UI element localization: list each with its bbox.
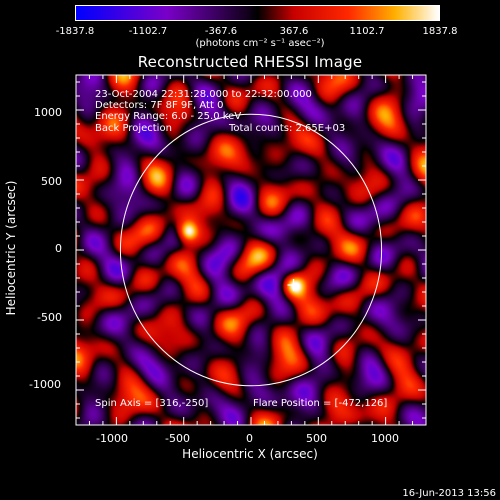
colorbar	[75, 5, 440, 21]
total-counts-label: Total counts: 2.65E+03	[229, 123, 346, 134]
y-tick-label: 0	[55, 242, 62, 255]
chart-title: Reconstructed RHESSI Image	[137, 53, 363, 71]
x-tick-label: -500	[165, 432, 190, 445]
colorbar-tick-label: 1102.7	[349, 26, 385, 37]
spin-axis-label: Spin Axis = [316,-250]	[95, 398, 209, 409]
y-tick-label: -1000	[29, 378, 61, 391]
colorbar-tick-label: -1102.7	[128, 26, 168, 37]
colorbar-units: (photons cm⁻² s⁻¹ asec⁻²)	[195, 38, 325, 49]
colorbar-tick-label: 367.6	[279, 26, 309, 37]
y-axis-label: Heliocentric Y (arcsec)	[4, 180, 18, 316]
time-range-label: 23-Oct-2004 22:31:28.000 to 22:32:00.000	[95, 89, 312, 100]
y-tick-label: -500	[37, 311, 62, 324]
method-label: Back Projection	[95, 123, 172, 134]
x-tick-label: 500	[306, 432, 327, 445]
energy-range-label: Energy Range: 6.0 - 25.0 keV	[95, 111, 242, 122]
heatmap-image	[76, 75, 426, 425]
solar-limb-circle	[119, 113, 383, 387]
timestamp-footer: 16-Jun-2013 13:56	[402, 488, 496, 499]
detectors-label: Detectors: 7F 8F 9F, Att 0	[95, 100, 224, 111]
x-tick-label: 0	[246, 432, 253, 445]
x-axis-label: Heliocentric X (arcsec)	[182, 447, 318, 461]
y-tick-label: 500	[41, 175, 62, 188]
colorbar-tick-label: -1837.8	[55, 26, 95, 37]
flare-position-label: Flare Position = [-472,126]	[253, 398, 388, 409]
x-tick-label: -1000	[96, 432, 128, 445]
y-tick-label: 1000	[34, 106, 62, 119]
x-tick-label: 1000	[371, 432, 399, 445]
colorbar-tick-label: -367.6	[204, 26, 238, 37]
colorbar-tick-label: 1837.8	[422, 26, 458, 37]
